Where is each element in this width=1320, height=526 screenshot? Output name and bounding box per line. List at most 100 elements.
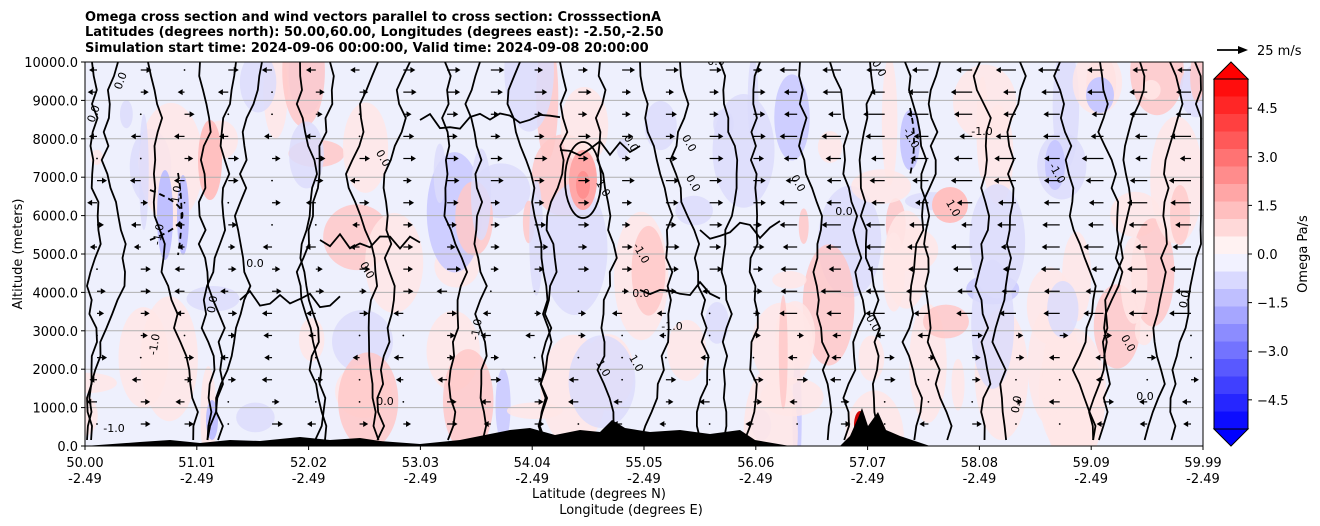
wind-vector-head bbox=[1001, 288, 1007, 295]
contour-label: 0.0 bbox=[112, 70, 130, 91]
wind-vector-head bbox=[306, 421, 312, 427]
colorbar-extend-high bbox=[1212, 61, 1250, 80]
wind-vector-head bbox=[975, 376, 981, 383]
colorbar-step bbox=[1214, 394, 1248, 412]
wind-vector-dot bbox=[1058, 378, 1061, 381]
omega-blob bbox=[506, 402, 563, 419]
contour-line bbox=[1169, 62, 1202, 441]
wind-vector-head bbox=[956, 67, 962, 73]
colorbar-tick-label: −4.5 bbox=[1257, 394, 1289, 409]
colorbar-step bbox=[1214, 114, 1248, 132]
wind-vector-dot bbox=[183, 69, 186, 71]
wind-vector-head bbox=[1003, 111, 1009, 118]
wind-vector-head bbox=[232, 221, 238, 228]
wind-vector-head bbox=[495, 133, 501, 140]
wind-vector-head bbox=[919, 421, 925, 427]
wind-vector-head bbox=[629, 177, 635, 184]
wind-vector-dot bbox=[271, 91, 273, 94]
wind-vector-head bbox=[456, 266, 462, 273]
wind-vector-head bbox=[1129, 111, 1135, 118]
contour-line bbox=[904, 62, 953, 441]
wind-vector-dot bbox=[708, 312, 711, 315]
wind-vector-dot bbox=[139, 113, 142, 116]
wind-vector-head bbox=[906, 288, 912, 295]
wind-vector-head bbox=[1168, 177, 1174, 184]
wind-vector-head bbox=[760, 199, 766, 206]
wind-vector-head bbox=[482, 310, 488, 317]
omega-blob bbox=[495, 368, 511, 443]
omega-core bbox=[932, 187, 968, 223]
contour-label: 0.0 bbox=[632, 287, 650, 300]
wind-vector-head bbox=[539, 177, 545, 184]
wind-vector-head bbox=[275, 155, 281, 162]
wind-vector-head bbox=[130, 133, 136, 140]
wind-vector-dot bbox=[96, 113, 98, 116]
omega-blob bbox=[119, 100, 133, 129]
wind-vector-head bbox=[350, 67, 356, 73]
wind-vector-head bbox=[586, 89, 592, 96]
wind-vector-head bbox=[276, 288, 282, 295]
wind-vector-head bbox=[585, 133, 591, 140]
wind-vector-head bbox=[1087, 67, 1093, 73]
wind-vector-dot bbox=[314, 356, 317, 359]
wind-vector-head bbox=[98, 221, 104, 228]
wind-vector-head bbox=[782, 244, 788, 250]
contour-line bbox=[147, 62, 199, 441]
wind-vector-head bbox=[1175, 288, 1181, 295]
omega-contour-lines bbox=[86, 62, 1202, 441]
wind-vector-head bbox=[779, 133, 785, 140]
wind-vector-head bbox=[393, 310, 399, 317]
x-axis-label-latitude: Latitude (degrees N) bbox=[532, 487, 666, 502]
wind-vector-head bbox=[494, 111, 500, 118]
omega-core bbox=[1086, 77, 1114, 113]
wind-vector-head bbox=[822, 67, 828, 73]
wind-vector-head bbox=[407, 221, 413, 228]
wind-vector-head bbox=[230, 332, 236, 339]
wind-vector-head bbox=[231, 376, 237, 383]
wind-vector-dot bbox=[1058, 423, 1061, 425]
contour-line bbox=[559, 140, 641, 157]
wind-vector-head bbox=[318, 177, 324, 184]
wind-vector-head bbox=[317, 266, 323, 273]
wind-vector-head bbox=[499, 67, 505, 73]
wind-vector-head bbox=[1003, 89, 1009, 96]
wind-vector-head bbox=[145, 288, 151, 295]
wind-vector-head bbox=[627, 199, 633, 206]
x-tick-label-lat: 55.05 bbox=[625, 456, 662, 471]
plot-area: 0.0 0.0 0.0 0.0 0.0 0.0 0.0 0.0 0.0 1.0 0.0 -1.0 -1.… bbox=[85, 62, 1203, 446]
wind-vector-dot bbox=[402, 400, 405, 403]
x-tick-label-lat: 59.09 bbox=[1073, 456, 1110, 471]
wind-vector-head bbox=[1135, 155, 1141, 162]
wind-vector-head bbox=[1175, 221, 1181, 228]
wind-vector-head bbox=[755, 332, 761, 339]
wind-vector-head bbox=[305, 199, 311, 206]
wind-vector-head bbox=[494, 244, 500, 250]
wind-vector-head bbox=[539, 133, 545, 140]
wind-vector-head bbox=[758, 266, 764, 273]
wind-vector-head bbox=[623, 288, 629, 295]
wind-vector-head bbox=[1151, 354, 1157, 361]
wind-vector-head bbox=[784, 111, 790, 118]
colorbar-step bbox=[1214, 289, 1248, 307]
wind-vector-head bbox=[542, 155, 548, 162]
omega-blob bbox=[858, 335, 885, 382]
wind-vector-head bbox=[1044, 155, 1050, 162]
wind-vector-dot bbox=[1190, 356, 1192, 359]
colorbar-step bbox=[1214, 341, 1248, 360]
wind-vector-head bbox=[217, 89, 223, 96]
contour-label: -1.0 bbox=[661, 320, 682, 333]
wind-vector-head bbox=[1139, 421, 1145, 427]
wind-vector-dot bbox=[708, 378, 711, 381]
wind-vector-head bbox=[1037, 67, 1043, 73]
wind-vector-head bbox=[1085, 288, 1091, 295]
wind-vector-head bbox=[1081, 155, 1087, 162]
wind-vector-head bbox=[187, 376, 193, 383]
contour-line bbox=[901, 62, 941, 441]
wind-vector-head bbox=[1177, 67, 1183, 73]
omega-blob bbox=[884, 210, 929, 309]
x-tick-label-lon: -2.49 bbox=[1074, 472, 1108, 487]
wind-vector-head bbox=[669, 89, 675, 96]
positive-contour-loop bbox=[564, 141, 602, 219]
contour-label: 0.0 bbox=[1177, 290, 1193, 309]
wind-vector-head bbox=[713, 89, 719, 96]
